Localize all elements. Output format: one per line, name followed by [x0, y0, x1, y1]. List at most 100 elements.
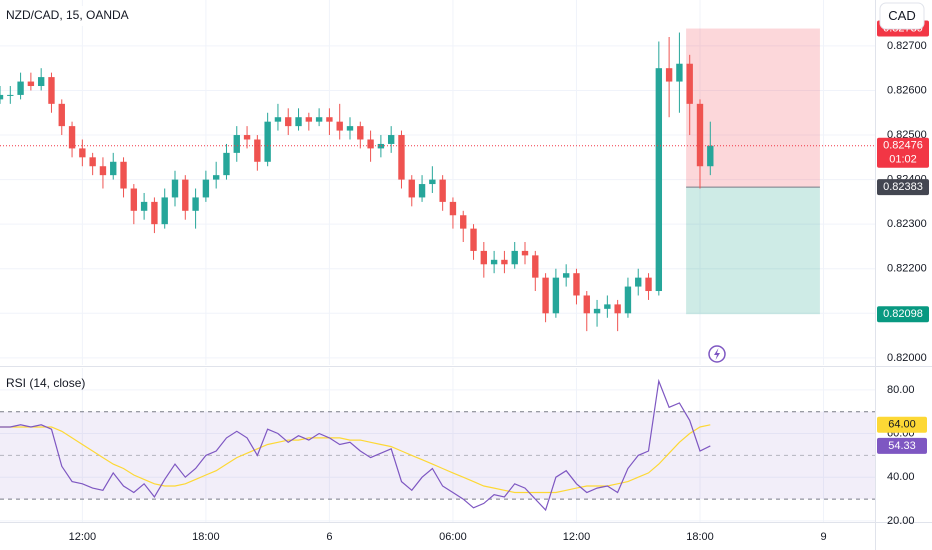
- candle-body: [501, 259, 508, 265]
- alert-icon[interactable]: [708, 345, 726, 363]
- candle-body: [377, 143, 385, 149]
- candle-body: [336, 121, 343, 131]
- candle-body: [707, 145, 714, 167]
- rsi-line: [0, 424, 711, 494]
- candle-body: [614, 304, 621, 314]
- candle-body: [521, 250, 529, 256]
- candle-body: [295, 117, 302, 127]
- candle-body: [429, 179, 436, 185]
- candle-body: [357, 126, 364, 140]
- candle-body: [151, 201, 158, 225]
- candle-body: [120, 161, 127, 189]
- candle-body: [58, 103, 65, 127]
- x-tick-label: 12:00: [69, 531, 97, 543]
- x-tick-label: 06:00: [439, 531, 467, 543]
- candle-body: [676, 63, 683, 82]
- candle-body: [79, 148, 86, 158]
- countdown: 01:02: [889, 154, 917, 166]
- candle-body: [449, 201, 457, 216]
- y-tick-label: 0.82300: [887, 218, 927, 230]
- candle-body: [367, 139, 374, 149]
- candle-body: [645, 277, 652, 292]
- candle-body: [460, 215, 467, 229]
- chart-title: NZD/CAD, 15, OANDA: [6, 8, 129, 22]
- candle-body: [305, 117, 313, 122]
- x-tick-label: 9: [820, 531, 826, 543]
- rsi-badge-label: 64.00: [888, 419, 916, 431]
- rsi-line: [0, 378, 711, 512]
- target-zone: [686, 187, 820, 315]
- y-tick-label: 0.82600: [887, 84, 927, 96]
- candle-body: [573, 273, 580, 296]
- candle-body: [398, 135, 405, 180]
- candle-body: [0, 94, 4, 100]
- currency-label[interactable]: CAD: [888, 8, 915, 23]
- rsi-badge: [877, 437, 927, 454]
- legend-bg: [2, 6, 120, 26]
- stop-zone: [686, 28, 820, 188]
- candle-body: [542, 277, 549, 314]
- candle-body: [686, 63, 693, 104]
- price-badge: [877, 179, 929, 196]
- candle-body: [480, 250, 488, 265]
- candle-body: [212, 175, 220, 180]
- candle-body: [223, 152, 230, 176]
- currency-button[interactable]: CAD: [879, 2, 925, 30]
- candle-body: [552, 277, 560, 314]
- candle-body: [532, 255, 539, 278]
- y-tick-label: 40.00: [887, 471, 915, 483]
- rsi-title: RSI (14, close): [6, 376, 85, 390]
- candle-body: [490, 259, 498, 265]
- candle-body: [624, 286, 632, 314]
- y-tick-label: 0.82700: [887, 40, 927, 52]
- candle-body: [110, 161, 117, 176]
- candle-body: [243, 135, 251, 140]
- candle-body: [562, 273, 570, 278]
- candle-body: [99, 166, 107, 176]
- candle-body: [604, 304, 611, 309]
- x-tick-label: 6: [326, 531, 332, 543]
- candle-body: [48, 77, 55, 104]
- candle-body: [161, 197, 168, 225]
- candle-body: [68, 126, 76, 149]
- candle-body: [655, 68, 663, 292]
- candle-body: [89, 157, 96, 167]
- candle-body: [439, 179, 446, 202]
- candle-body: [315, 117, 323, 122]
- candle-body: [285, 117, 292, 127]
- candle-body: [583, 295, 590, 314]
- candle-body: [37, 77, 45, 87]
- candle-body: [7, 94, 14, 96]
- candle-body: [511, 250, 518, 265]
- rsi-badge-label: 54.33: [888, 440, 916, 452]
- candle-body: [27, 81, 35, 87]
- candle-body: [274, 117, 282, 122]
- currency-button-bg[interactable]: [879, 2, 925, 30]
- candle-body: [696, 103, 704, 167]
- rsi-badge: [877, 416, 927, 433]
- candle-body: [346, 126, 354, 131]
- candle-body: [387, 135, 395, 144]
- y-tick-label: 20.00: [887, 515, 915, 527]
- candle-body: [264, 121, 271, 162]
- candle-body: [593, 308, 601, 314]
- candle-body: [326, 117, 333, 122]
- candle-body: [470, 228, 477, 251]
- candle-body: [665, 68, 673, 82]
- candle-body: [418, 184, 426, 198]
- y-tick-label: 0.82000: [887, 352, 927, 364]
- alert-bolt[interactable]: [714, 348, 720, 360]
- x-tick-label: 18:00: [686, 531, 714, 543]
- candle-body: [171, 179, 179, 198]
- candle-body: [130, 188, 138, 211]
- candle-body: [17, 81, 24, 95]
- y-tick-label: 80.00: [887, 384, 915, 396]
- price-badge: [877, 306, 929, 323]
- candle-body: [202, 179, 210, 198]
- price-badge-label: 0.82476: [883, 140, 923, 152]
- price-badge-label: 0.82098: [883, 308, 923, 320]
- candle-body: [182, 179, 189, 211]
- x-tick-label: 12:00: [563, 531, 591, 543]
